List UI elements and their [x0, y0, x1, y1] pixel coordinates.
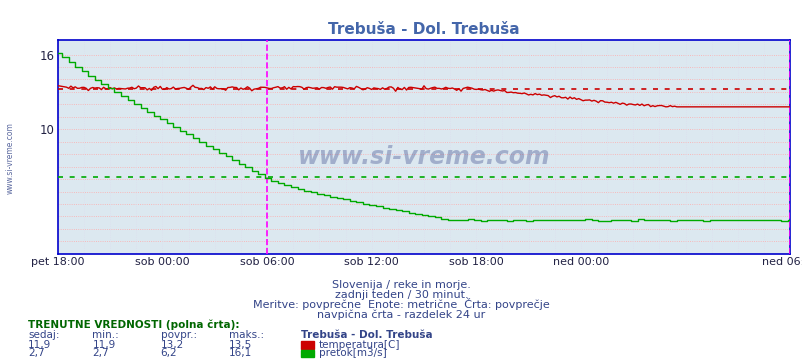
Text: navpična črta - razdelek 24 ur: navpična črta - razdelek 24 ur [317, 310, 485, 320]
Text: Trebuša - Dol. Trebuša: Trebuša - Dol. Trebuša [301, 330, 432, 341]
Text: www.si-vreme.com: www.si-vreme.com [298, 145, 549, 170]
Text: pretok[m3/s]: pretok[m3/s] [318, 348, 386, 359]
Text: 11,9: 11,9 [92, 340, 115, 350]
Text: TRENUTNE VREDNOSTI (polna črta):: TRENUTNE VREDNOSTI (polna črta): [28, 320, 239, 330]
Text: zadnji teden / 30 minut.: zadnji teden / 30 minut. [334, 290, 468, 300]
Text: 13,2: 13,2 [160, 340, 184, 350]
Text: sedaj:: sedaj: [28, 330, 59, 341]
Text: min.:: min.: [92, 330, 119, 341]
Text: Slovenija / reke in morje.: Slovenija / reke in morje. [332, 280, 470, 290]
Text: www.si-vreme.com: www.si-vreme.com [6, 122, 14, 194]
Title: Trebuša - Dol. Trebuša: Trebuša - Dol. Trebuša [328, 22, 519, 37]
Text: 2,7: 2,7 [28, 348, 45, 359]
Text: 16,1: 16,1 [229, 348, 252, 359]
Text: temperatura[C]: temperatura[C] [318, 340, 399, 350]
Text: 11,9: 11,9 [28, 340, 51, 350]
Text: maks.:: maks.: [229, 330, 264, 341]
Text: Meritve: povprečne  Enote: metrične  Črta: povprečje: Meritve: povprečne Enote: metrične Črta:… [253, 298, 549, 310]
Text: povpr.:: povpr.: [160, 330, 196, 341]
Text: 2,7: 2,7 [92, 348, 109, 359]
Text: 6,2: 6,2 [160, 348, 177, 359]
Text: 13,5: 13,5 [229, 340, 252, 350]
